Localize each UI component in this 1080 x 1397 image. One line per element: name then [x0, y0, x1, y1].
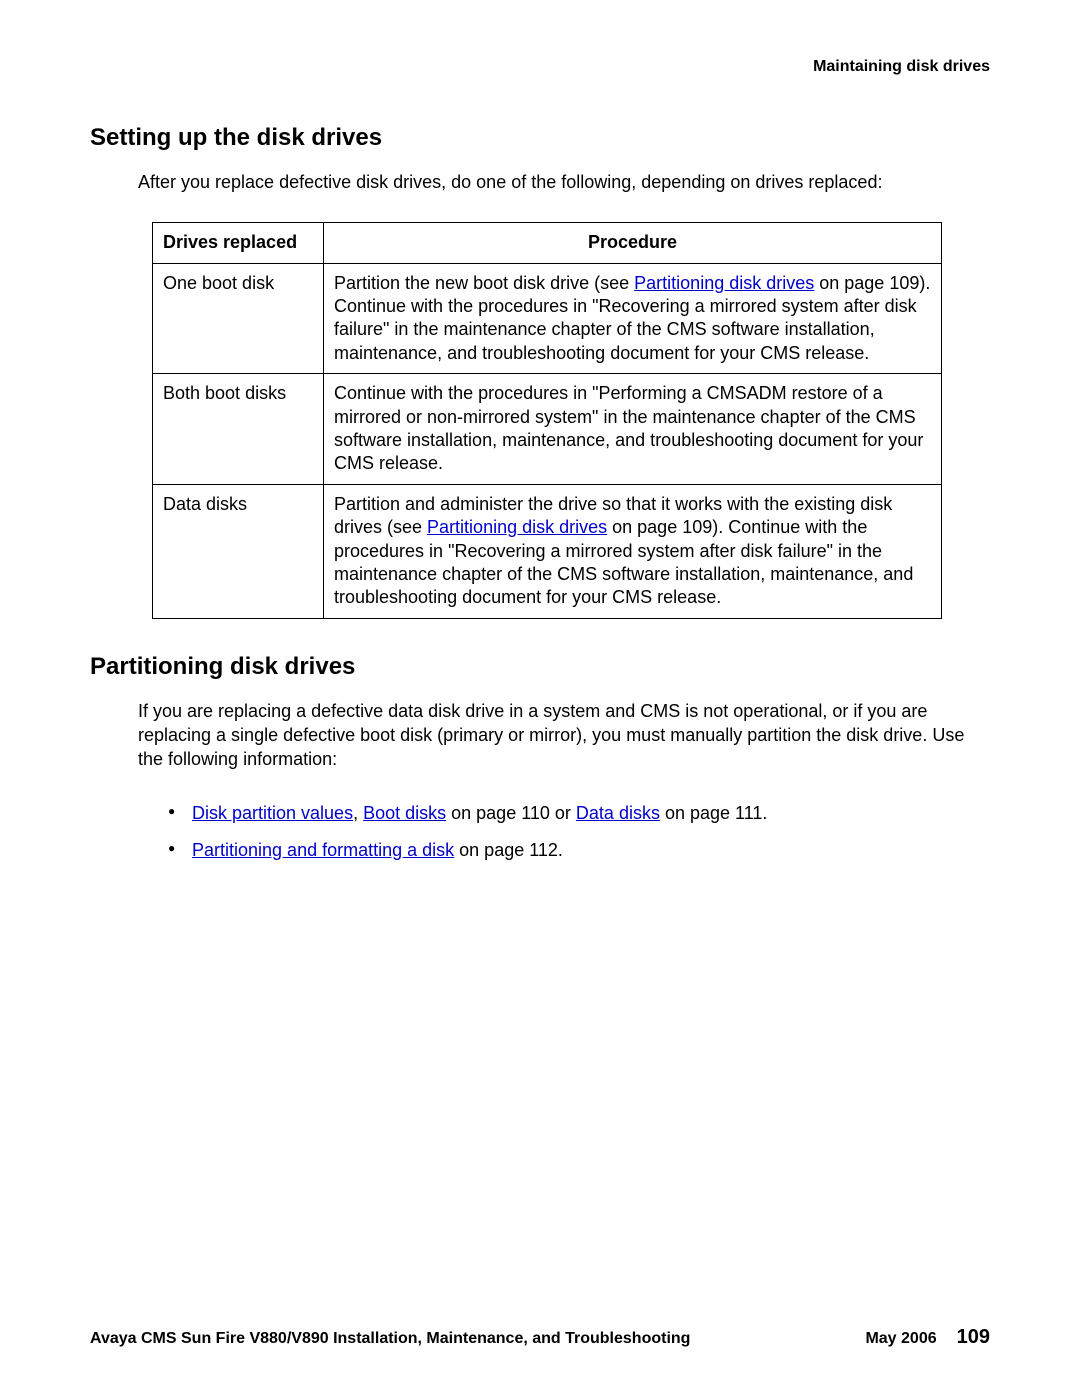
link-data-disks[interactable]: Data disks	[576, 803, 660, 823]
footer-right: May 2006 109	[865, 1326, 990, 1349]
table-cell-drives: Both boot disks	[153, 374, 324, 485]
link-partitioning-disk-drives[interactable]: Partitioning disk drives	[427, 517, 607, 537]
text-before-link: Partition the new boot disk drive (see	[334, 273, 634, 293]
table-row: Data disks Partition and administer the …	[153, 484, 942, 618]
table-cell-procedure: Partition the new boot disk drive (see P…	[324, 263, 942, 374]
section1-intro: After you replace defective disk drives,…	[138, 170, 990, 194]
section-heading-partitioning: Partitioning disk drives	[90, 653, 990, 681]
text-tail: on page 112.	[454, 840, 563, 860]
running-header: Maintaining disk drives	[90, 58, 990, 76]
list-item: Partitioning and formatting a disk on pa…	[168, 837, 990, 864]
section2-intro: If you are replacing a defective data di…	[138, 699, 990, 772]
table-cell-procedure: Partition and administer the drive so th…	[324, 484, 942, 618]
link-partitioning-formatting[interactable]: Partitioning and formatting a disk	[192, 840, 454, 860]
text-mid: on page 110 or	[446, 803, 576, 823]
footer-page-number: 109	[957, 1326, 990, 1349]
page-footer: Avaya CMS Sun Fire V880/V890 Installatio…	[90, 1326, 990, 1349]
table-header-drives: Drives replaced	[153, 223, 324, 263]
bullet-list: Disk partition values, Boot disks on pag…	[168, 800, 990, 864]
table-cell-drives: One boot disk	[153, 263, 324, 374]
table-cell-drives: Data disks	[153, 484, 324, 618]
table-row: One boot disk Partition the new boot dis…	[153, 263, 942, 374]
link-partitioning-disk-drives[interactable]: Partitioning disk drives	[634, 273, 814, 293]
table-header-procedure: Procedure	[324, 223, 942, 263]
table-cell-procedure: Continue with the procedures in "Perform…	[324, 374, 942, 485]
text-sep: ,	[353, 803, 363, 823]
link-boot-disks[interactable]: Boot disks	[363, 803, 446, 823]
table-header-row: Drives replaced Procedure	[153, 223, 942, 263]
table-row: Both boot disks Continue with the proced…	[153, 374, 942, 485]
page-container: Maintaining disk drives Setting up the d…	[0, 0, 1080, 1397]
procedure-table: Drives replaced Procedure One boot disk …	[152, 222, 942, 618]
link-disk-partition-values[interactable]: Disk partition values	[192, 803, 353, 823]
footer-date: May 2006	[865, 1330, 936, 1348]
footer-title: Avaya CMS Sun Fire V880/V890 Installatio…	[90, 1330, 690, 1348]
text-tail: on page 111.	[660, 803, 767, 823]
section-heading-setting-up: Setting up the disk drives	[90, 124, 990, 152]
list-item: Disk partition values, Boot disks on pag…	[168, 800, 990, 827]
